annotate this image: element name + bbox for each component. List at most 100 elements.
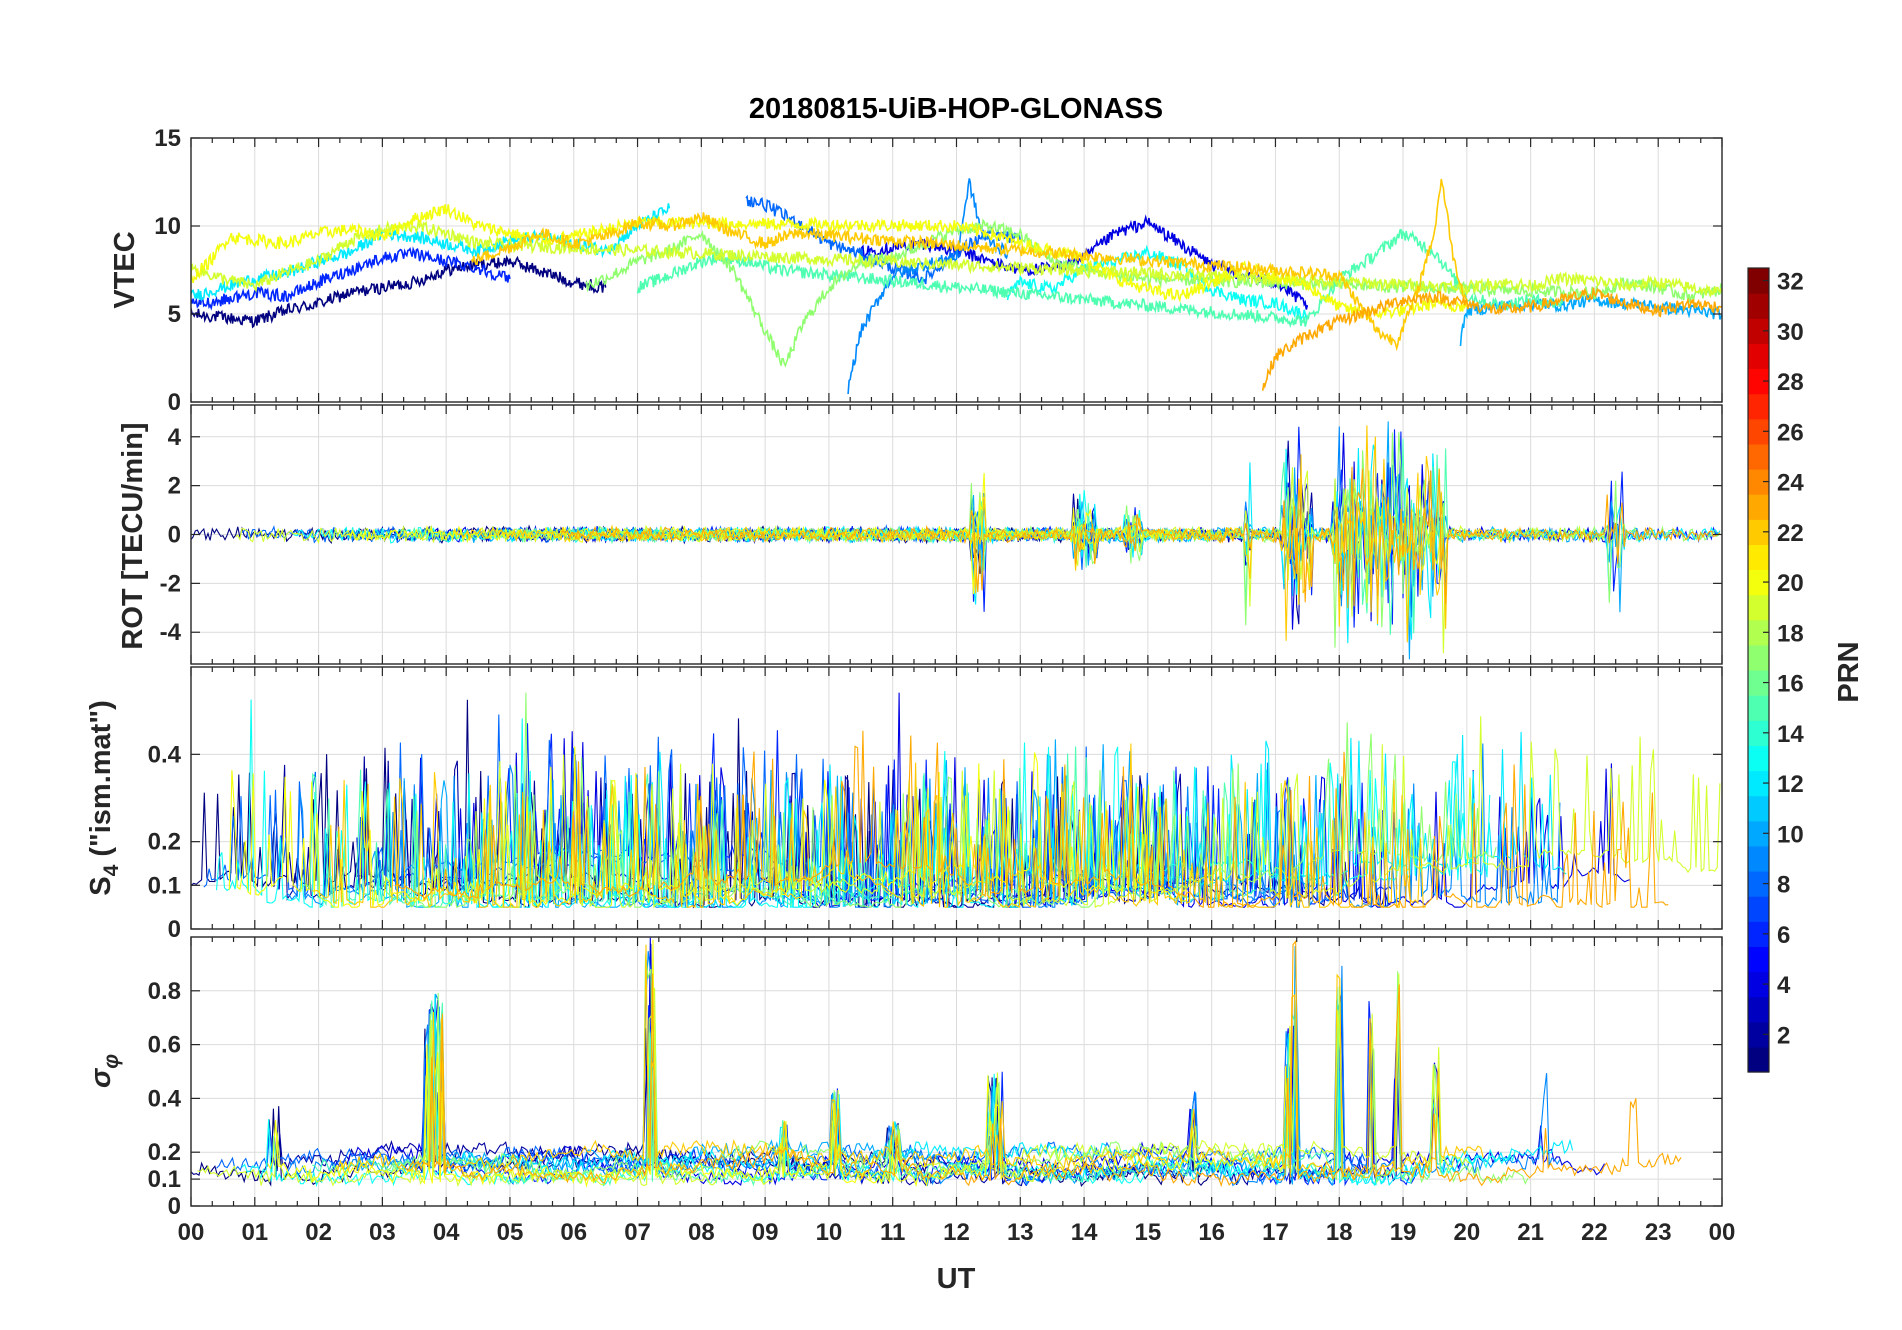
sigma-phi-y-tick-label: 0.4: [148, 1085, 182, 1112]
sigma-phi-series-prn-2: [261, 1002, 1410, 1187]
s4-series-prn-22: [312, 743, 1427, 909]
colorbar-tick-label: 14: [1777, 721, 1804, 748]
colorbar-segment: [1748, 720, 1769, 746]
rot-panel: -4 -2 0 2 4: [160, 404, 1723, 665]
colorbar-segment: [1748, 695, 1769, 721]
vtec-y-tick-label: 15: [154, 125, 181, 152]
rot-y-tick-label: 4: [168, 424, 182, 451]
x-tick-label: 23: [1645, 1219, 1672, 1246]
colorbar-segment: [1748, 971, 1769, 998]
colorbar-segment: [1748, 670, 1769, 696]
x-tick-label: 03: [369, 1219, 396, 1246]
series-group: [191, 937, 1682, 1188]
x-tick-label: 01: [241, 1219, 268, 1246]
sigma-phi-series-prn-23: [407, 939, 1682, 1188]
colorbar-tick-label: 30: [1777, 319, 1804, 346]
sigma-phi-series-prn-4: [330, 937, 1605, 1186]
colorbar-tick-label: 18: [1777, 620, 1804, 647]
colorbar-segment: [1748, 845, 1769, 872]
s4-y-label-rest: ("ism.mat"): [85, 700, 117, 864]
colorbar-segment: [1748, 368, 1769, 395]
s4-series-prn-13: [215, 699, 1491, 909]
x-tick-label: 16: [1198, 1219, 1225, 1246]
colorbar-segment: [1748, 946, 1769, 973]
chart-title: 20180815-UiB-HOP-GLONASS: [749, 93, 1163, 125]
s4-series-prn-19: [464, 716, 1721, 909]
sigma-phi-y-tick-label: 0.1: [148, 1166, 181, 1193]
colorbar-segment: [1748, 594, 1769, 621]
colorbar-tick-label: 26: [1777, 419, 1804, 446]
x-tick-label: 00: [1709, 1219, 1736, 1246]
s4-y-tick-label: 0.4: [148, 741, 182, 768]
vtec-series-prn-19: [191, 220, 1722, 297]
colorbar-segment: [1748, 820, 1769, 847]
sigma-phi-series-prn-19: [197, 973, 1471, 1188]
colorbar-tick-label: 32: [1777, 269, 1804, 296]
colorbar-segment: [1748, 268, 1769, 294]
rot-series-prn-22: [452, 425, 1504, 643]
x-tick-label: 05: [497, 1219, 524, 1246]
vtec-series-prn-15: [636, 228, 1564, 329]
rot-y-label: ROT [TECU/min]: [117, 422, 149, 649]
sigma-phi-y-label: σφ: [85, 1054, 123, 1088]
colorbar-segment: [1748, 293, 1769, 319]
vtec-series-prn-1: [191, 254, 607, 329]
colorbar-segment: [1748, 644, 1769, 671]
colorbar-segment: [1748, 318, 1769, 344]
colorbar-segment: [1748, 418, 1769, 445]
vtec-series-prn-8: [745, 194, 1022, 285]
x-axis-label: UT: [937, 1263, 976, 1295]
x-tick-label: 07: [624, 1219, 651, 1246]
vtec-y-tick-label: 5: [168, 301, 181, 328]
series-group: [191, 178, 1722, 395]
colorbar-segment: [1748, 443, 1769, 470]
rot-series-prn-17: [509, 432, 1721, 648]
colorbar-tick-label: 24: [1777, 470, 1804, 497]
s4-y-tick-label: 0.2: [148, 829, 181, 856]
s4-y-tick-label: 0.1: [148, 872, 181, 899]
sigma-phi-y-tick-label: 0.2: [148, 1139, 181, 1166]
x-tick-label: 09: [752, 1219, 779, 1246]
vtec-series-prn-23: [1261, 287, 1722, 391]
x-tick-label: 06: [560, 1219, 587, 1246]
s4-y-tick-label: 0: [168, 916, 181, 943]
rot-series-prn-9: [349, 426, 1402, 607]
sigma-phi-panel: 00.10.2 0.4 0.6 0.8: [148, 936, 1723, 1220]
colorbar-tick-label: 16: [1777, 671, 1804, 698]
colorbar-segment: [1748, 871, 1769, 897]
rot-y-tick-label: -4: [160, 619, 182, 646]
x-tick-label: 22: [1581, 1219, 1608, 1246]
sigma-phi-y-tick-label: 0.8: [148, 978, 181, 1005]
x-tick-label: 11: [880, 1219, 905, 1246]
colorbar-segment: [1748, 619, 1769, 646]
colorbar-segment: [1748, 393, 1769, 420]
colorbar-tick-label: 10: [1777, 821, 1804, 848]
x-tick-label: 10: [816, 1219, 843, 1246]
x-tick-label: 19: [1390, 1219, 1417, 1246]
x-tick-label: 20: [1453, 1219, 1480, 1246]
rot-series-prn-12: [567, 444, 1721, 644]
x-tick-label: 00: [178, 1219, 205, 1246]
s4-series-prn-23: [394, 730, 1669, 909]
s4-panel: 0 0.1 0.2 0.4: [148, 666, 1723, 943]
colorbar-segment: [1748, 1046, 1769, 1073]
colorbar-segment: [1748, 745, 1769, 772]
x-tick-label: 04: [433, 1219, 460, 1246]
vtec-y-label: VTEC: [109, 231, 141, 308]
x-tick-label: 12: [943, 1219, 970, 1246]
colorbar-tick-label: 6: [1777, 922, 1790, 949]
colorbar-tick-label: 8: [1777, 872, 1790, 899]
x-tick-label: 21: [1517, 1219, 1544, 1246]
colorbar-segment: [1748, 1021, 1769, 1048]
colorbar-segment: [1748, 343, 1769, 370]
x-tick-label: 13: [1007, 1219, 1034, 1246]
colorbar-frame: [1747, 267, 1770, 1073]
vtec-y-tick-label: 0: [168, 389, 181, 416]
rot-series-prn-23: [560, 466, 1721, 609]
colorbar-label: PRN: [1833, 641, 1865, 702]
vtec-panel: 0 5 10 15: [154, 125, 1723, 416]
colorbar-tick-label: 28: [1777, 369, 1804, 396]
s4-y-label: S4 ("ism.mat"): [85, 700, 123, 896]
rot-y-tick-label: 0: [168, 522, 181, 549]
